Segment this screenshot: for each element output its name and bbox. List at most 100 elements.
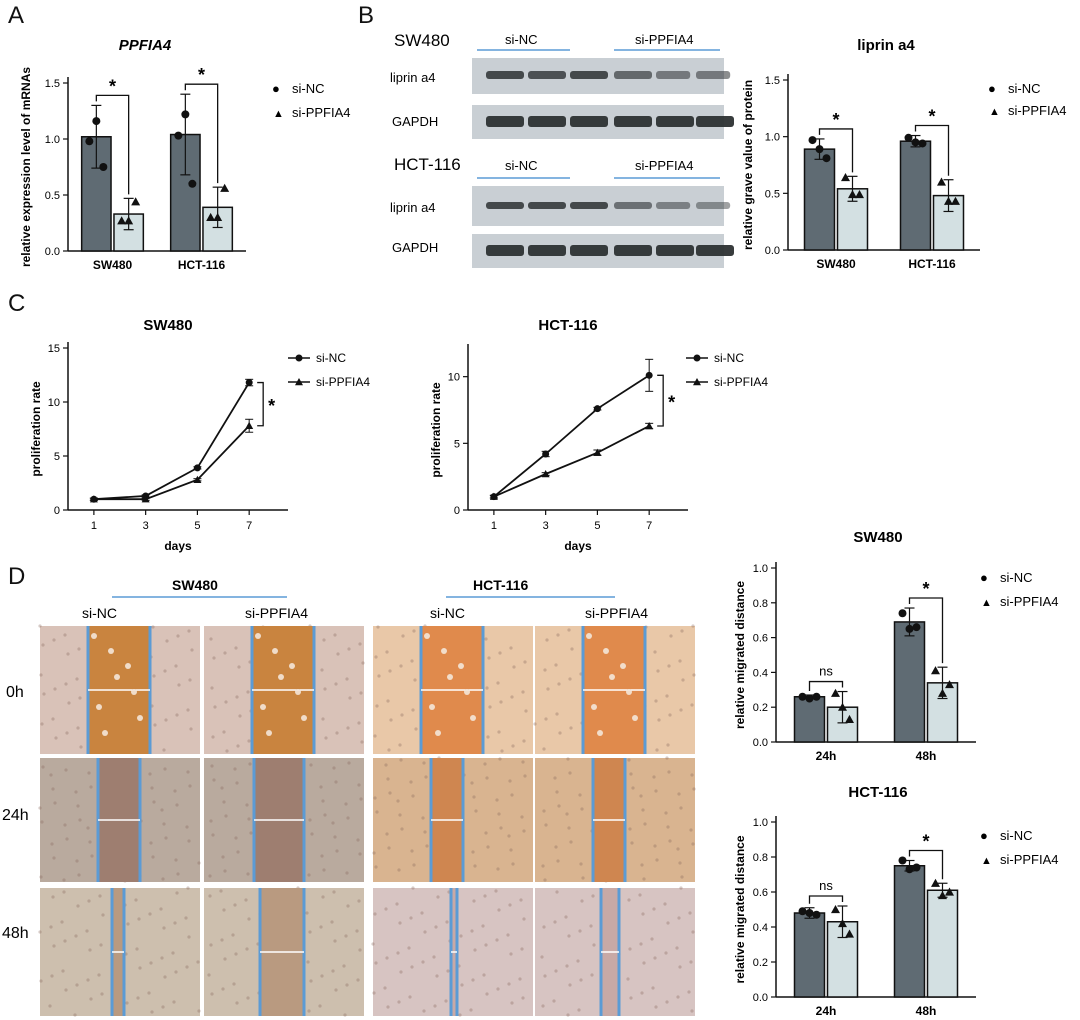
cell-speckle [488, 705, 492, 709]
cell-speckle [234, 646, 238, 650]
cell-speckle [373, 796, 377, 800]
cell-speckle [67, 701, 71, 705]
blot-band [656, 202, 691, 209]
cell-speckle [62, 878, 66, 882]
legend-si-ppfia4: si-PPFIA4 [714, 375, 768, 389]
chart-title: SW480 [143, 317, 192, 334]
y-tick-label: 0.2 [753, 702, 768, 714]
cell-speckle [628, 827, 632, 831]
cell-speckle [444, 999, 448, 1003]
cell-speckle [305, 911, 309, 915]
cell-speckle [554, 663, 558, 667]
data-point-triangle [141, 495, 150, 503]
cell-speckle [134, 898, 138, 902]
data-point-triangle [845, 929, 854, 938]
cell-speckle [188, 678, 192, 682]
cell-speckle [473, 864, 477, 868]
cell-speckle [151, 625, 155, 629]
blot-group-si-ppfia4-bottom: si-PPFIA4 [635, 158, 694, 173]
cell-speckle [187, 629, 191, 633]
blot-band [696, 71, 731, 79]
cell-speckle [174, 970, 178, 974]
cell-speckle [225, 749, 229, 753]
cell-speckle [422, 1009, 426, 1013]
cell-speckle [651, 986, 655, 990]
cell-speckle [542, 809, 546, 813]
chart-title: SW480 [853, 529, 902, 546]
cell-speckle [164, 718, 168, 722]
floating-cell [586, 633, 592, 639]
data-point-triangle [124, 216, 134, 225]
floating-cell [278, 674, 284, 680]
cell-speckle [40, 820, 44, 824]
cell-speckle [321, 799, 325, 803]
cell-speckle [361, 661, 365, 665]
cell-speckle [412, 629, 416, 633]
y-tick-label: 10 [448, 372, 460, 384]
cell-speckle [556, 859, 560, 863]
cell-speckle [458, 1013, 462, 1017]
cell-speckle [177, 683, 181, 687]
chart-title: HCT-116 [848, 784, 907, 801]
cell-speckle [306, 960, 310, 964]
cell-speckle [49, 925, 53, 929]
chart-title: HCT-116 [538, 317, 597, 334]
cell-speckle [499, 700, 503, 704]
cell-speckle [641, 808, 645, 812]
cell-speckle [85, 929, 89, 933]
cell-speckle [508, 779, 512, 783]
cell-speckle [546, 687, 550, 691]
cell-speckle [544, 823, 548, 827]
panel-letter-c: C [8, 290, 26, 317]
y-tick-label: 0.0 [753, 992, 768, 1004]
cell-speckle [507, 982, 511, 986]
cell-speckle [639, 794, 643, 798]
cell-speckle [187, 839, 191, 843]
data-point-triangle [593, 448, 602, 456]
cell-speckle [508, 903, 512, 907]
cell-speckle [54, 736, 58, 740]
cell-speckle [590, 973, 594, 977]
cell-speckle [373, 912, 377, 916]
x-axis-label: days [564, 539, 592, 553]
y-tick-label: 0.6 [753, 887, 768, 899]
cell-speckle [384, 763, 388, 767]
cell-speckle [101, 913, 105, 917]
cell-speckle [345, 983, 349, 987]
cell-speckle [389, 718, 393, 722]
cell-speckle [679, 886, 683, 890]
cell-speckle [665, 756, 669, 760]
cell-speckle [579, 978, 583, 982]
floating-cell [464, 689, 470, 695]
cell-speckle [541, 1004, 545, 1008]
cell-speckle [422, 761, 426, 765]
floating-cell [424, 633, 430, 639]
cell-speckle [507, 834, 511, 838]
cell-speckle [77, 873, 81, 877]
data-point-circle [912, 623, 921, 632]
cell-speckle [357, 783, 361, 787]
floating-cell [295, 689, 301, 695]
y-tick-label: 0.4 [753, 667, 768, 679]
cell-speckle [388, 669, 392, 673]
cell-speckle [224, 814, 228, 818]
significance-star: * [922, 579, 929, 599]
cell-speckle [524, 709, 528, 713]
cell-speckle [510, 1001, 514, 1005]
cell-speckle [136, 996, 140, 1000]
cell-speckle [486, 845, 490, 849]
floating-cell [289, 663, 295, 669]
cell-speckle [77, 647, 81, 651]
blot-band [570, 71, 608, 79]
cell-speckle [399, 758, 403, 762]
cell-speckle [52, 856, 56, 860]
y-tick-label: 0.5 [45, 190, 60, 202]
y-tick-label: 1.0 [45, 134, 60, 146]
cell-speckle [78, 818, 82, 822]
data-point-circle [92, 117, 101, 126]
cell-speckle [331, 821, 335, 825]
cell-speckle [411, 886, 415, 890]
cell-speckle [410, 965, 414, 969]
cell-speckle [320, 668, 324, 672]
